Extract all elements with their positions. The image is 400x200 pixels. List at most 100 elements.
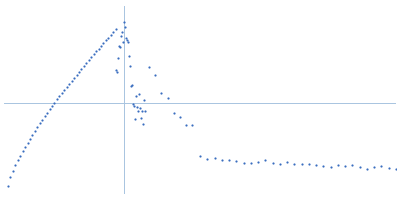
Point xyxy=(142,109,148,112)
Point xyxy=(17,154,23,157)
Point xyxy=(76,70,82,73)
Point xyxy=(61,88,68,91)
Point xyxy=(119,31,125,34)
Point xyxy=(197,155,203,158)
Point xyxy=(132,117,138,120)
Point xyxy=(130,102,136,105)
Point xyxy=(138,116,144,120)
Point xyxy=(44,111,50,114)
Point xyxy=(32,129,38,132)
Point xyxy=(386,166,392,170)
Point xyxy=(78,67,85,70)
Point xyxy=(128,84,134,87)
Point xyxy=(114,71,120,74)
Point xyxy=(34,125,40,129)
Point xyxy=(371,166,378,169)
Point xyxy=(73,73,80,76)
Point xyxy=(124,38,130,42)
Point xyxy=(86,58,92,62)
Point xyxy=(248,162,254,165)
Point xyxy=(170,111,177,114)
Point xyxy=(393,167,399,170)
Point xyxy=(378,164,385,167)
Point xyxy=(90,53,97,56)
Point xyxy=(262,159,268,162)
Point xyxy=(5,185,11,188)
Point xyxy=(64,85,70,88)
Point xyxy=(313,163,319,167)
Point xyxy=(121,21,127,24)
Point xyxy=(146,65,152,69)
Point xyxy=(134,105,140,108)
Point xyxy=(95,47,102,50)
Point xyxy=(68,79,75,82)
Point xyxy=(116,45,122,48)
Point xyxy=(342,165,348,168)
Point xyxy=(12,164,18,167)
Point xyxy=(66,82,72,85)
Point xyxy=(27,137,33,140)
Point xyxy=(110,31,116,34)
Point xyxy=(177,116,183,119)
Point xyxy=(46,108,53,111)
Point xyxy=(39,118,46,121)
Point xyxy=(42,115,48,118)
Point xyxy=(349,164,356,167)
Point xyxy=(51,101,58,104)
Point xyxy=(291,162,298,165)
Point xyxy=(100,41,107,45)
Point xyxy=(29,133,36,136)
Point xyxy=(141,99,147,102)
Point xyxy=(14,159,21,162)
Point xyxy=(129,84,135,87)
Point xyxy=(127,64,133,67)
Point xyxy=(36,122,43,125)
Point xyxy=(183,124,189,127)
Point xyxy=(112,28,119,31)
Point xyxy=(114,56,121,60)
Point xyxy=(320,164,327,167)
Point xyxy=(71,76,77,79)
Point xyxy=(7,175,14,179)
Point xyxy=(158,92,164,95)
Point xyxy=(240,161,247,164)
Point xyxy=(88,55,94,59)
Point xyxy=(204,157,210,160)
Point xyxy=(126,54,132,57)
Point xyxy=(120,41,126,44)
Point xyxy=(10,169,16,172)
Point xyxy=(98,44,104,47)
Point xyxy=(277,162,283,165)
Point xyxy=(22,145,28,148)
Point xyxy=(122,25,128,28)
Point xyxy=(306,163,312,166)
Point xyxy=(189,124,195,127)
Point xyxy=(131,104,137,107)
Point xyxy=(112,68,119,71)
Point xyxy=(269,161,276,164)
Point xyxy=(211,157,218,160)
Point xyxy=(137,107,143,110)
Point xyxy=(152,74,158,77)
Point xyxy=(116,46,123,49)
Point xyxy=(125,40,131,43)
Point xyxy=(140,122,146,126)
Point xyxy=(164,96,171,100)
Point xyxy=(364,167,370,170)
Point xyxy=(233,160,240,163)
Point xyxy=(284,160,290,163)
Point xyxy=(59,91,65,95)
Point xyxy=(54,98,60,101)
Point xyxy=(81,64,87,67)
Point xyxy=(356,165,363,169)
Point xyxy=(135,109,141,112)
Point xyxy=(139,109,145,112)
Point xyxy=(123,37,129,40)
Point xyxy=(255,160,261,163)
Point xyxy=(218,158,225,161)
Point xyxy=(49,104,55,108)
Point xyxy=(335,164,341,167)
Point xyxy=(24,141,31,144)
Point xyxy=(20,149,26,153)
Point xyxy=(136,92,142,95)
